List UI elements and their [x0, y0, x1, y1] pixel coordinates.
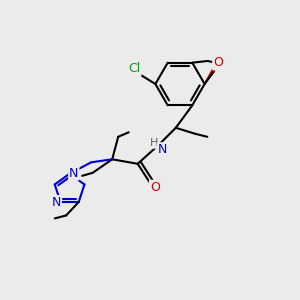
- Text: N: N: [52, 196, 61, 209]
- Text: N: N: [158, 143, 167, 156]
- Text: O: O: [213, 56, 223, 69]
- Text: Cl: Cl: [128, 62, 140, 76]
- Text: H: H: [150, 138, 158, 148]
- Text: N: N: [69, 167, 79, 180]
- Text: O: O: [150, 181, 160, 194]
